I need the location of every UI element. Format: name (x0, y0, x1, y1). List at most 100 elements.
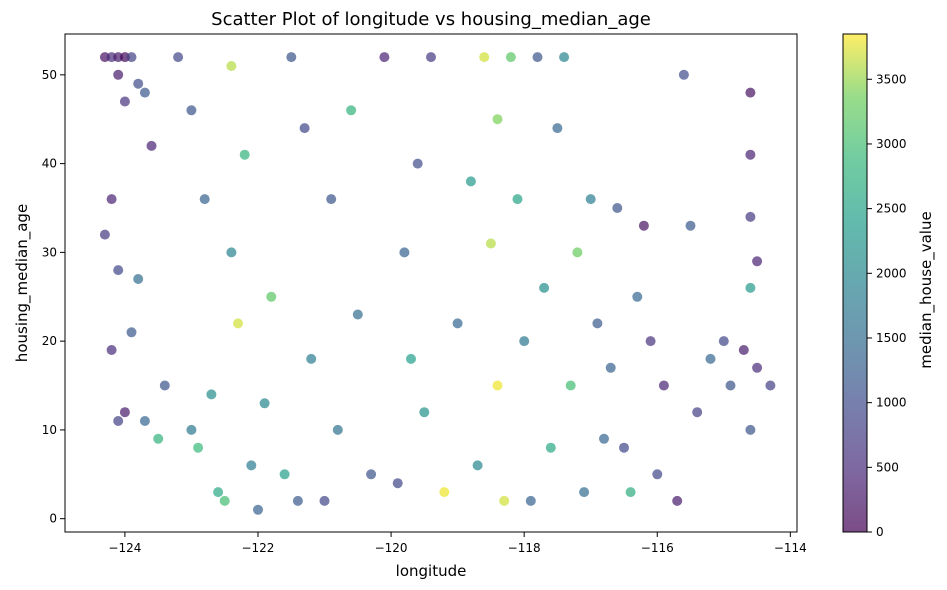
y-axis-label: housing_median_age (13, 204, 32, 362)
scatter-point (332, 424, 343, 435)
plot-frame (64, 33, 798, 533)
scatter-point (612, 203, 623, 213)
scatter-point (139, 87, 150, 98)
scatter-point (652, 469, 663, 480)
scatter-point (572, 247, 583, 258)
scatter-point (106, 345, 117, 355)
scatter-point (619, 442, 629, 453)
scatter-point (592, 318, 603, 329)
scatter-point (113, 416, 124, 426)
scatter-point (452, 318, 463, 329)
scatter-point (552, 123, 563, 134)
scatter-point (139, 416, 150, 426)
scatter-point (638, 220, 649, 231)
scatter-point (259, 398, 270, 409)
scatter-point (658, 380, 669, 391)
scatter-point (412, 158, 423, 169)
scatter-point (505, 52, 516, 63)
scatter-point (745, 424, 756, 435)
y-tick-label: 0 (49, 512, 57, 526)
scatter-point (745, 149, 756, 160)
scatter-point (479, 52, 490, 63)
scatter-point (745, 211, 756, 222)
scatter-point (186, 105, 197, 116)
scatter-point (266, 291, 277, 302)
x-tick-label: −124 (108, 541, 141, 555)
scatter-point (752, 256, 763, 267)
scatter-point (173, 52, 184, 63)
scatter-point (465, 176, 476, 187)
colorbar-tick-label: 1500 (876, 331, 907, 345)
scatter-point (233, 318, 243, 329)
scatter-point (525, 495, 536, 506)
scatter-point (292, 495, 303, 506)
x-tick-label: −122 (241, 541, 274, 555)
scatter-point (605, 362, 616, 373)
scatter-point (219, 495, 230, 506)
scatter-point (352, 309, 363, 320)
scatter-point (472, 460, 483, 471)
scatter-point (392, 478, 403, 489)
scatter-point (126, 52, 137, 63)
scatter-point (213, 487, 224, 498)
y-tick-label: 50 (42, 68, 57, 82)
colorbar-tick-label: 2500 (876, 202, 907, 216)
colorbar-label: median_house_value (917, 211, 936, 368)
scatter-point (399, 247, 410, 258)
scatter-point (419, 407, 430, 418)
colorbar-tick-label: 3000 (876, 137, 907, 151)
scatter-point (545, 442, 556, 453)
scatter-point (765, 380, 776, 391)
scatter-point (752, 362, 763, 373)
scatter-point (705, 353, 716, 364)
scatter-point (685, 220, 696, 231)
scatter-point (113, 69, 124, 80)
scatter-point (632, 291, 643, 302)
x-tick-label: −120 (375, 541, 408, 555)
x-tick-label: −116 (641, 541, 674, 555)
scatter-point (512, 194, 523, 205)
scatter-point (406, 353, 416, 364)
y-tick-label: 10 (42, 423, 57, 437)
scatter-point (126, 327, 137, 338)
data-points (99, 52, 776, 515)
colorbar-tick-label: 2000 (876, 266, 907, 280)
scatter-point (492, 380, 503, 391)
scatter-point (485, 238, 496, 249)
colorbar-axis: 0 500 1000 1500 2000 2500 3000 3500 (867, 72, 907, 539)
scatter-point (499, 495, 510, 506)
colorbar-tick-label: 1000 (876, 396, 907, 410)
scatter-point (718, 336, 729, 347)
scatter-point (206, 389, 217, 400)
scatter-point (239, 149, 250, 160)
colorbar-tick-label: 500 (876, 460, 899, 474)
scatter-point (99, 229, 110, 240)
scatter-point (366, 469, 377, 480)
scatter-point (672, 495, 683, 506)
scatter-point (133, 274, 144, 284)
scatter-point (346, 105, 357, 116)
scatter-point (133, 78, 144, 89)
scatter-point (379, 52, 390, 63)
y-axis: 0 10 20 30 40 50 (42, 68, 65, 526)
scatter-point (113, 265, 124, 276)
x-tick-label: −118 (508, 541, 541, 555)
scatter-point (226, 247, 237, 258)
scatter-point (579, 487, 590, 498)
scatter-point (193, 442, 204, 453)
scatter-point (645, 336, 656, 347)
scatter-point (532, 52, 543, 63)
x-axis-label: longitude (396, 562, 467, 580)
scatter-point (745, 282, 756, 293)
scatter-point (326, 194, 337, 205)
scatter-point (585, 194, 596, 205)
scatter-point (492, 114, 503, 125)
colorbar (842, 33, 868, 533)
scatter-point (738, 345, 749, 355)
y-tick-label: 40 (42, 157, 57, 171)
scatter-point (279, 469, 290, 480)
scatter-point (299, 123, 310, 134)
scatter-point (678, 69, 689, 80)
scatter-point (119, 407, 130, 418)
scatter-point (519, 336, 530, 347)
